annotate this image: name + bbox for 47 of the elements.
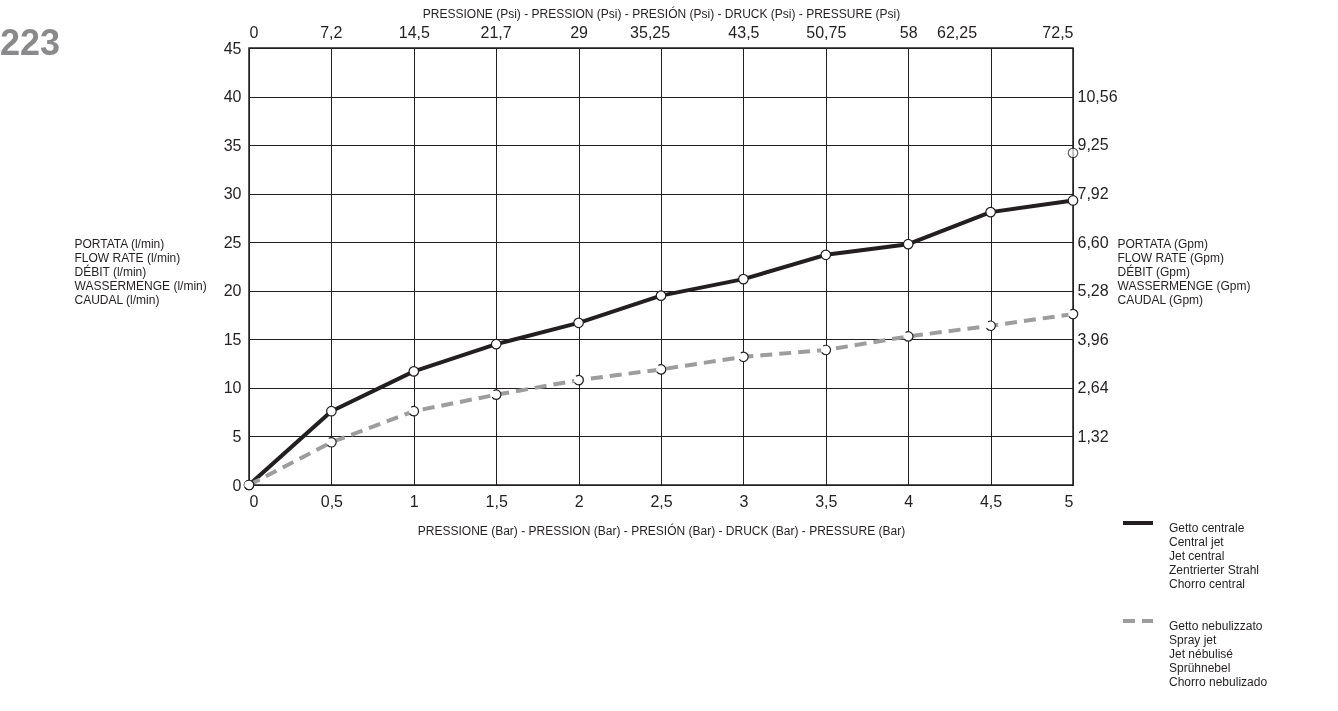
y-tick-label: 20 [223,282,242,300]
y-tick-label: 5 [232,427,242,445]
x2-tick-label: 50,75 [806,23,847,41]
y2-tick-label: 7,92 [1077,185,1109,203]
y2-tick-label: 6,60 [1077,233,1109,251]
y2-tick-label: 10,56 [1077,88,1118,106]
y-tick-label: 35 [223,136,242,154]
text: 223 [0,22,61,64]
y2-tick-label: 3,96 [1077,330,1109,348]
x-tick-label: 2 [574,492,584,510]
y-tick-label: 30 [223,185,242,203]
x-tick-label: 0 [249,492,259,510]
y2-tick-label: 5,28 [1077,282,1109,300]
x2-tick-label: 21,7 [480,23,512,41]
x2-tick-label: 14,5 [398,23,430,41]
y-tick-label: 40 [223,88,242,106]
y-tick-label: 45 [223,39,242,57]
x-tick-label: 0,5 [320,492,344,510]
y-axis-title: PORTATA (l/min) FLOW RATE (l/min) DÉBIT (l/min) WASSERMENGE (l/min) CAUDAL (l/min) [74,236,207,307]
x-tick-label: 1,5 [485,492,508,510]
x2-tick-label: 29 [570,23,589,41]
x-tick-label: 3,5 [815,492,838,510]
x2-tick-label: 35,25 [630,23,671,41]
x-tick-label: 2,5 [650,492,673,510]
y-tick-label: 15 [223,330,242,348]
x2-tick-label: 72,5 [1042,23,1074,41]
x-tick-label: 4,5 [979,492,1003,510]
y2-tick-label: 2,64 [1077,379,1109,397]
y-tick-label: 10 [223,379,242,397]
x2-tick-label: 43,5 [728,23,760,41]
x-tick-label: 5 [1064,492,1074,510]
x-tick-label: 1 [409,492,419,510]
y2-axis-title: PORTATA (Gpm) FLOW RATE (Gpm) DÉBIT (Gpm) WASSERMENGE (Gpm) CAUDAL (Gpm) [1117,236,1251,307]
legend-label: Getto centrale Central jet Jet central Zentrierter Strahl Chorro central [1169,521,1260,591]
x2-tick-label: 7,2 [320,23,343,41]
x-axis-title: PRESSIONE (Bar) - PRESSION (Bar) - PRESIÓN (Bar) - DRUCK (Bar) - PRESSURE (Bar) [417,522,906,538]
x2-tick-label: 0 [249,23,259,41]
x2-axis-title: PRESSIONE (Psi) - PRESSION (Psi) - PRESIÓN (Psi) - DRUCK (Psi) - PRESSURE (Psi) [422,5,901,21]
x-tick-label: 4 [904,492,914,510]
x2-tick-label: 62,25 [936,23,978,41]
x2-tick-label: 58 [899,23,918,41]
y2-tick-label: 1,32 [1077,427,1109,445]
x-tick-label: 3 [739,492,749,510]
y-tick-label: 25 [223,233,242,251]
legend-label: Getto nebulizzato Spray jet Jet nébulisé Sprühnebel Chorro nebulizado [1169,619,1268,689]
y-tick-label: 0 [232,476,242,494]
y2-tick-label: 9,25 [1077,136,1109,154]
